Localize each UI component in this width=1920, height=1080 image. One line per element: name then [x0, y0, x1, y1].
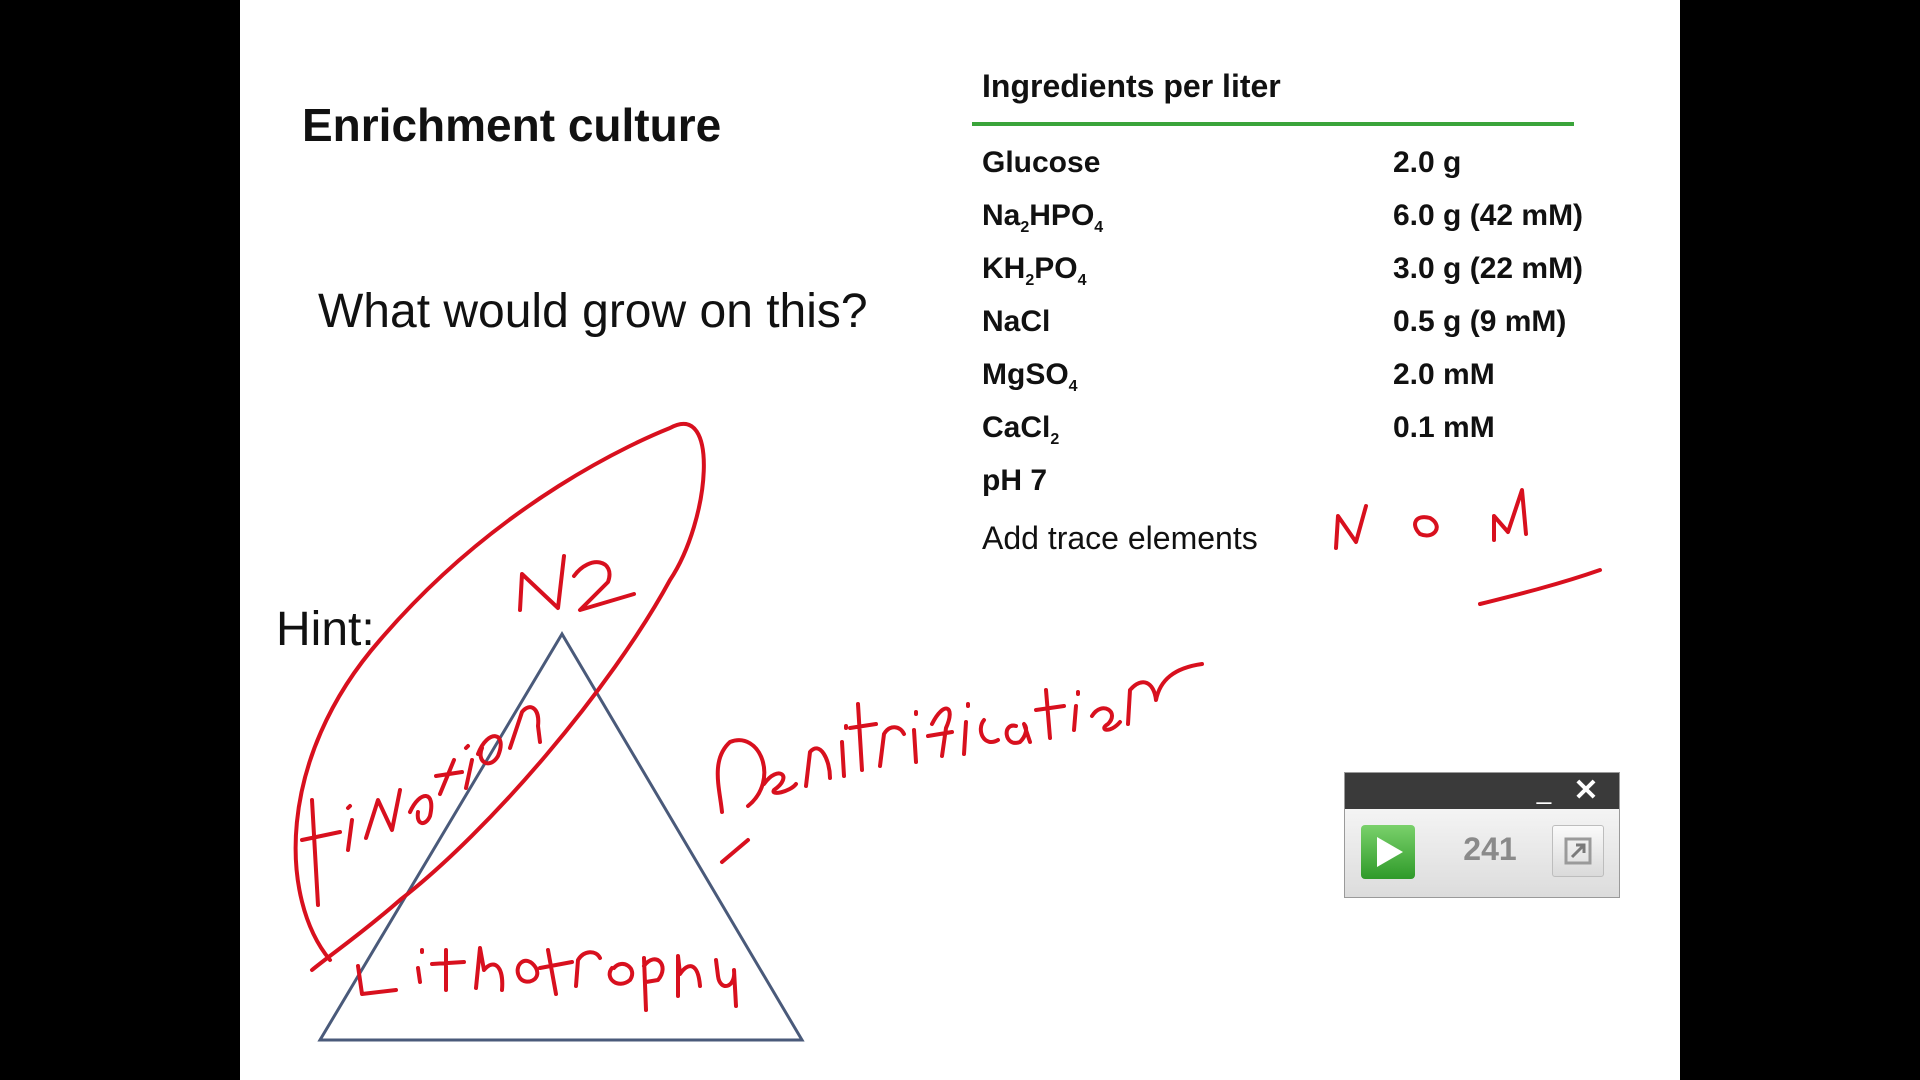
slide: Enrichment culture What would grow on th…	[240, 0, 1680, 1080]
fixation-text	[300, 705, 542, 907]
ingredient-name: Na2HPO4	[982, 199, 1104, 236]
ingredient-name: Glucose	[982, 146, 1101, 179]
triangle-diagram	[317, 631, 805, 1042]
table-header-rule	[972, 122, 1574, 126]
lithotrophy-text	[356, 946, 738, 1012]
ingredient-name: CaCl2	[982, 411, 1060, 448]
no-n-text	[1334, 488, 1528, 550]
ingredient-amount: 2.0 mM	[1393, 358, 1495, 391]
slide-title: Enrichment culture	[302, 99, 722, 151]
ingredient-amount: 2.0 g	[1393, 146, 1462, 179]
table-row: pH 7	[982, 464, 1602, 512]
ingredient-name: MgSO4	[982, 358, 1078, 395]
table-row: MgSO4 2.0 mM	[982, 358, 1602, 406]
trace-elements-note: Add trace elements	[982, 520, 1258, 556]
table-row: CaCl2 0.1 mM	[982, 411, 1602, 459]
hint-label: Hint:	[276, 603, 375, 656]
table-row: NaCl 0.5 g (9 mM)	[982, 305, 1602, 353]
table-row: KH2PO4 3.0 g (22 mM)	[982, 252, 1602, 300]
denitrification-text	[715, 662, 1204, 814]
minimize-button[interactable]: _	[1536, 775, 1552, 805]
timer-widget: _ ✕ 241	[1344, 772, 1620, 898]
ingredient-name: NaCl	[982, 305, 1051, 338]
play-button[interactable]	[1361, 825, 1415, 879]
table-header: Ingredients per liter	[982, 68, 1281, 104]
close-button[interactable]: ✕	[1573, 774, 1599, 807]
expand-button[interactable]	[1552, 825, 1604, 877]
expand-icon	[1564, 837, 1592, 865]
ingredient-amount: 6.0 g (42 mM)	[1393, 199, 1584, 232]
timer-titlebar[interactable]: _ ✕	[1345, 773, 1619, 809]
ingredient-name: KH2PO4	[982, 252, 1087, 289]
n2-text	[518, 554, 636, 612]
slide-question: What would grow on this?	[318, 285, 868, 338]
timer-count: 241	[1463, 831, 1517, 867]
dash-mark	[720, 838, 750, 864]
timer-body: 241	[1345, 809, 1619, 897]
ingredient-amount: 0.1 mM	[1393, 411, 1495, 444]
ingredient-amount: 3.0 g (22 mM)	[1393, 252, 1584, 285]
ingredient-amount: 0.5 g (9 mM)	[1393, 305, 1567, 338]
table-row: Glucose 2.0 g	[982, 146, 1602, 194]
ink-annotations	[293, 422, 1602, 1042]
fixation-circle	[293, 422, 706, 972]
ingredient-name: pH 7	[982, 464, 1048, 497]
play-icon	[1377, 837, 1403, 867]
underline-mark	[1478, 568, 1602, 606]
table-row: Na2HPO4 6.0 g (42 mM)	[982, 199, 1602, 247]
